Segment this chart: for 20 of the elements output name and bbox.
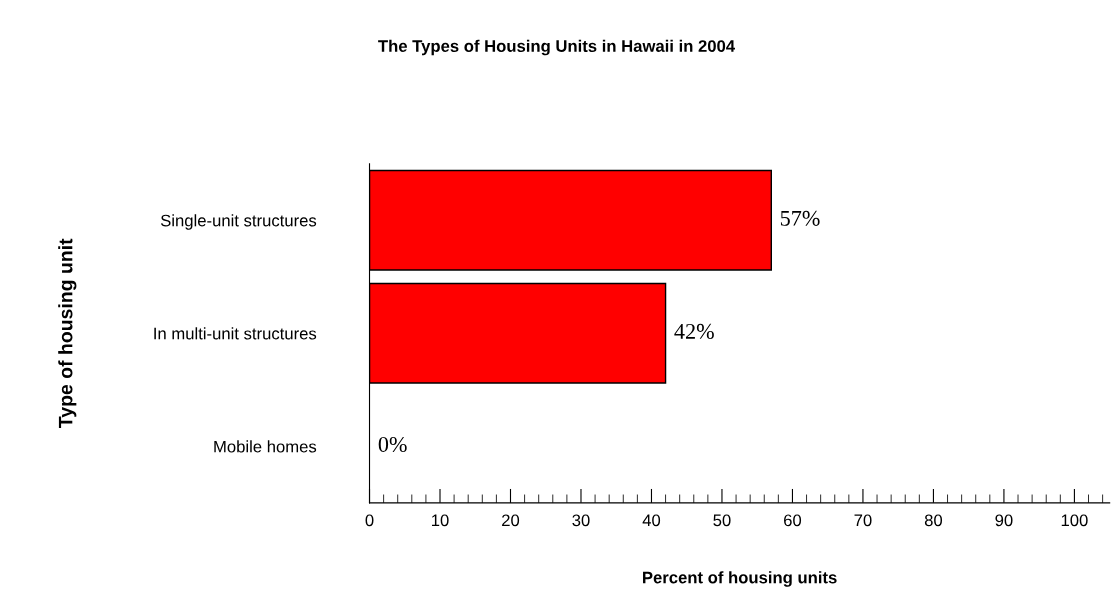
data-label: 0%	[378, 436, 407, 452]
x-tick-label: 50	[713, 514, 731, 527]
y-tick-label: In multi-unit structures	[154, 327, 317, 340]
x-tick-label: 30	[572, 514, 590, 527]
x-tick-label: 20	[502, 514, 520, 527]
x-tick-label: 90	[995, 514, 1013, 527]
x-axis-title: Percent of housing units	[643, 571, 837, 587]
y-tick-label: Single-unit structures	[160, 214, 317, 230]
x-tick-label: 80	[924, 514, 943, 527]
data-label: 42%	[674, 323, 714, 339]
x-tick-label: 10	[432, 514, 449, 527]
data-label: 57%	[780, 210, 820, 226]
y-tick-label: Mobile homes	[214, 440, 317, 453]
y-axis-title: Type of housing unit	[58, 238, 77, 428]
x-tick-label: 0	[365, 514, 374, 527]
chart-title: The Types of Housing Units in Hawaii in 2004	[378, 39, 736, 56]
x-tick-label: 40	[642, 514, 661, 527]
x-tick-label: 60	[784, 514, 802, 527]
x-tick-label: 100	[1061, 514, 1088, 527]
x-tick-label: 70	[854, 514, 872, 527]
